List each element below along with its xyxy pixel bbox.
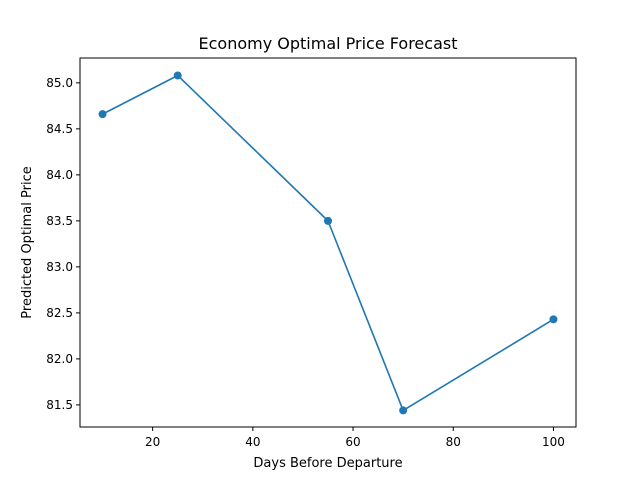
y-tick-label: 82.5 [46, 306, 73, 320]
y-axis-label: Predicted Optimal Price [20, 166, 35, 318]
data-point [549, 315, 558, 324]
x-tick-label: 40 [245, 435, 260, 449]
y-tick-label: 82.0 [46, 352, 73, 366]
y-axis-ticks: 81.5 82.0 82.5 83.0 83.5 84.0 84.5 85.0 [46, 76, 80, 412]
x-tick-label: 100 [542, 435, 565, 449]
plot-frame [79, 57, 577, 428]
x-axis-ticks: 20 40 60 80 100 [145, 427, 565, 449]
plot-content [98, 71, 558, 415]
y-tick-label: 84.0 [46, 168, 73, 182]
y-tick-label: 83.0 [46, 260, 73, 274]
y-tick-label: 85.0 [46, 76, 73, 90]
y-tick-label: 81.5 [46, 398, 73, 412]
x-tick-label: 80 [446, 435, 461, 449]
y-tick-label: 83.5 [46, 214, 73, 228]
data-point [98, 110, 107, 119]
x-axis-label: Days Before Departure [253, 456, 402, 471]
data-point [399, 406, 408, 415]
x-tick-label: 60 [345, 435, 360, 449]
y-tick-label: 84.5 [46, 122, 73, 136]
chart-title: Economy Optimal Price Forecast [199, 34, 458, 53]
data-point [324, 216, 332, 225]
data-point [173, 71, 182, 80]
x-tick-label: 20 [145, 435, 160, 449]
